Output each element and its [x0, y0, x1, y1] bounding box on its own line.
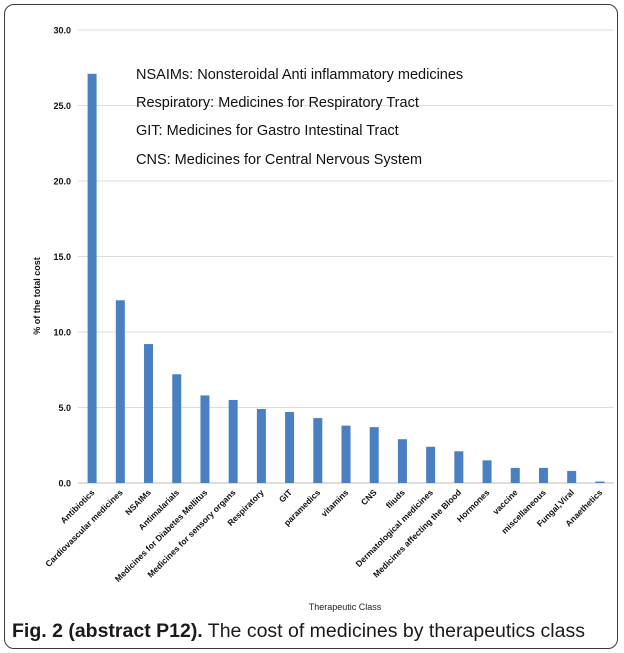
bar — [397, 439, 407, 483]
bar — [567, 470, 577, 483]
bar — [538, 467, 548, 483]
x-tick-label: fliuds — [384, 487, 407, 510]
annotation-nsaims: NSAIMs: Nonsteroidal Anti inflammatory m… — [136, 67, 463, 83]
y-tick-label: 30.0 — [53, 26, 71, 36]
y-axis-ticks: 0.0 5.0 10.0 15.0 20.0 25.0 30.0 — [53, 26, 71, 489]
bar — [595, 481, 605, 483]
x-tick-label: CNS — [359, 487, 379, 507]
bars — [87, 73, 605, 483]
bar — [228, 399, 238, 483]
bar — [454, 451, 464, 483]
bar-chart: 0.0 5.0 10.0 15.0 20.0 25.0 30.0 AntibioticsCa… — [32, 26, 614, 612]
bar — [341, 425, 351, 483]
abbreviation-notes: NSAIMs: Nonsteroidal Anti inflammatory m… — [136, 67, 463, 168]
y-tick-label: 25.0 — [53, 101, 71, 111]
bar — [144, 344, 154, 483]
x-tick-label: GIT — [277, 487, 295, 505]
bar — [285, 412, 295, 483]
caption-text: The cost of medicines by therapeutics cl… — [202, 620, 585, 642]
bar — [256, 409, 266, 483]
x-axis-label: Therapeutic Class — [309, 602, 382, 612]
figure-caption: Fig. 2 (abstract P12). The cost of medic… — [12, 616, 612, 646]
annotation-git: GIT: Medicines for Gastro Intestinal Tra… — [136, 123, 399, 139]
bar — [482, 460, 492, 483]
annotation-respiratory: Respiratory: Medicines for Respiratory T… — [136, 95, 419, 111]
y-tick-label: 0.0 — [58, 479, 71, 489]
bar — [87, 73, 97, 483]
y-tick-label: 20.0 — [53, 177, 71, 187]
y-tick-label: 5.0 — [58, 403, 71, 413]
gridlines — [78, 29, 614, 484]
bar — [200, 395, 210, 483]
y-tick-label: 10.0 — [53, 328, 71, 338]
bar — [115, 300, 125, 483]
bar — [172, 374, 182, 483]
annotation-cns: CNS: Medicines for Central Nervous Syste… — [136, 152, 422, 168]
x-tick-label: vitamins — [319, 487, 351, 519]
caption-label: Fig. 2 (abstract P12). — [12, 620, 203, 642]
y-tick-label: 15.0 — [53, 252, 71, 262]
figure-frame — [4, 4, 618, 649]
bar — [426, 446, 436, 483]
bar — [369, 427, 379, 483]
bar — [313, 418, 323, 483]
y-axis-label: % of the total cost — [32, 257, 42, 335]
bar — [510, 467, 520, 483]
